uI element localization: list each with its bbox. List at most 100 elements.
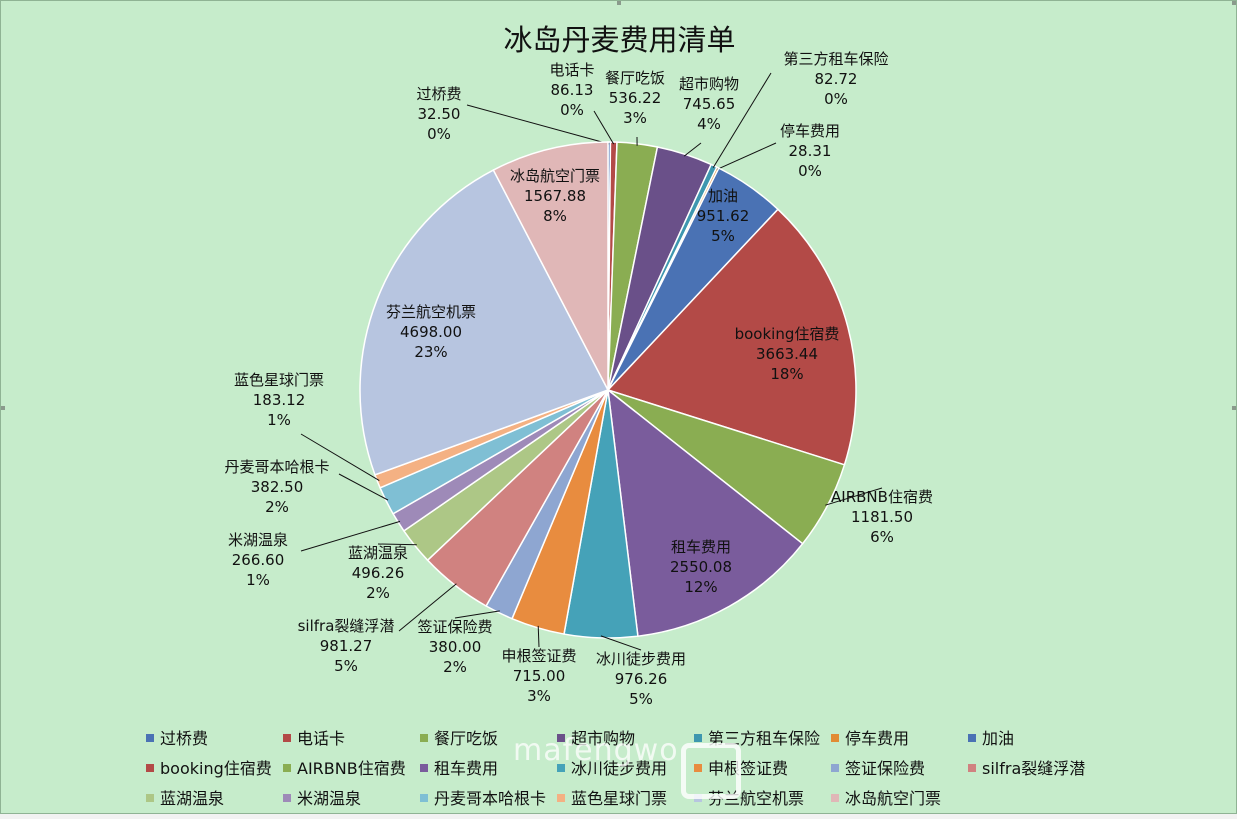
pie-slice[interactable] bbox=[492, 141, 609, 391]
leader-line bbox=[398, 583, 457, 632]
data-label-percent: 5% bbox=[711, 227, 735, 245]
legend-swatch bbox=[283, 733, 291, 742]
data-label-percent: 3% bbox=[527, 687, 551, 705]
legend-swatch bbox=[831, 763, 839, 772]
legend-item[interactable]: 丹麦哥本哈根卡 bbox=[420, 785, 546, 809]
legend-label: 加油 bbox=[982, 729, 1015, 748]
data-label-name: 芬兰航空机票 bbox=[386, 303, 476, 321]
legend-swatch bbox=[968, 733, 976, 742]
legend-item[interactable]: 申根签证费 bbox=[694, 755, 788, 779]
watermark-text: mafengwo bbox=[513, 733, 679, 768]
data-label-percent: 8% bbox=[543, 207, 567, 225]
data-label-value: 1181.50 bbox=[851, 508, 913, 526]
data-label-name: 申根签证费 bbox=[501, 647, 576, 665]
leader-line bbox=[825, 487, 883, 506]
legend-item[interactable]: 超市购物 bbox=[557, 725, 635, 749]
chart-title: 冰岛丹麦费用清单 bbox=[503, 23, 736, 57]
legend-label: booking住宿费 bbox=[160, 759, 272, 778]
legend-label: 米湖温泉 bbox=[297, 789, 362, 808]
data-label-name: booking住宿费 bbox=[735, 325, 840, 343]
leader-line bbox=[716, 142, 777, 170]
data-label-percent: 2% bbox=[443, 658, 467, 676]
legend-swatch bbox=[420, 793, 428, 802]
legend-swatch bbox=[420, 733, 428, 742]
legend-item[interactable]: 冰川徒步费用 bbox=[557, 755, 667, 779]
data-label-value: 32.50 bbox=[418, 105, 461, 123]
legend-item[interactable]: 餐厅吃饭 bbox=[420, 725, 498, 749]
leader-line bbox=[537, 625, 540, 648]
legend-item[interactable]: 停车费用 bbox=[831, 725, 909, 749]
data-label-percent: 5% bbox=[629, 690, 653, 708]
data-label-value: 86.13 bbox=[551, 81, 594, 99]
data-label-value: 3663.44 bbox=[756, 345, 818, 363]
legend-swatch bbox=[557, 763, 565, 772]
legend-swatch bbox=[146, 793, 154, 802]
data-label-percent: 5% bbox=[334, 657, 358, 675]
legend-label: 超市购物 bbox=[571, 729, 636, 748]
data-label-value: 380.00 bbox=[429, 638, 482, 656]
legend-item[interactable]: 米湖温泉 bbox=[283, 785, 361, 809]
data-label-percent: 1% bbox=[246, 571, 270, 589]
legend-item[interactable]: 电话卡 bbox=[283, 725, 345, 749]
legend-label: 申根签证费 bbox=[708, 759, 789, 778]
pie-slice[interactable] bbox=[359, 169, 610, 476]
legend-item[interactable]: silfra裂缝浮潜 bbox=[968, 755, 1085, 779]
data-label-value: 745.65 bbox=[683, 95, 736, 113]
data-label-percent: 23% bbox=[414, 343, 447, 361]
legend-label: 租车费用 bbox=[434, 759, 499, 778]
leader-line bbox=[593, 110, 615, 145]
pie-slice[interactable] bbox=[607, 388, 804, 638]
data-label-name: 第三方租车保险 bbox=[783, 50, 888, 68]
pie-slice[interactable] bbox=[606, 208, 857, 466]
data-label-name: 冰岛航空门票 bbox=[510, 167, 600, 185]
leader-line bbox=[300, 433, 380, 482]
legend-item[interactable]: booking住宿费 bbox=[146, 755, 272, 779]
data-label-percent: 2% bbox=[366, 584, 390, 602]
legend-item[interactable]: 冰岛航空门票 bbox=[831, 785, 941, 809]
legend-swatch bbox=[146, 763, 154, 772]
leader-line bbox=[300, 520, 401, 552]
data-label-value: 4698.00 bbox=[400, 323, 462, 341]
data-label-name: 过桥费 bbox=[416, 85, 461, 103]
legend-item[interactable]: 蓝湖温泉 bbox=[146, 785, 224, 809]
data-label-value: 28.31 bbox=[789, 142, 832, 160]
data-label-value: 183.12 bbox=[253, 391, 306, 409]
legend-item[interactable]: AIRBNB住宿费 bbox=[283, 755, 406, 779]
data-label-value: 382.50 bbox=[251, 478, 304, 496]
data-label-value: 1567.88 bbox=[524, 187, 586, 205]
resize-handle-top[interactable] bbox=[617, 1, 621, 5]
data-label-percent: 1% bbox=[267, 411, 291, 429]
data-label-name: 租车费用 bbox=[671, 538, 731, 556]
legend-item[interactable]: 蓝色星球门票 bbox=[557, 785, 667, 809]
legend-swatch bbox=[831, 733, 839, 742]
legend-item[interactable]: 签证保险费 bbox=[831, 755, 925, 779]
legend-label: 电话卡 bbox=[297, 729, 346, 748]
legend-label: 蓝色星球门票 bbox=[571, 789, 668, 808]
legend-item[interactable]: 加油 bbox=[968, 725, 1014, 749]
leader-line bbox=[454, 610, 500, 619]
legend-item[interactable]: 过桥费 bbox=[146, 725, 208, 749]
data-label-percent: 0% bbox=[798, 162, 822, 180]
resize-handle-right[interactable] bbox=[1232, 406, 1236, 410]
data-label-percent: 3% bbox=[623, 109, 647, 127]
legend-label: silfra裂缝浮潜 bbox=[982, 759, 1086, 778]
data-label-name: 冰川徒步费用 bbox=[596, 650, 686, 668]
data-label-value: 976.26 bbox=[615, 670, 668, 688]
data-label-name: 丹麦哥本哈根卡 bbox=[224, 458, 329, 476]
legend-label: 餐厅吃饭 bbox=[434, 729, 499, 748]
legend-label: 冰川徒步费用 bbox=[571, 759, 668, 778]
legend-swatch bbox=[831, 793, 839, 802]
legend-swatch bbox=[694, 763, 702, 772]
data-label-percent: 0% bbox=[427, 125, 451, 143]
legend-item[interactable]: 租车费用 bbox=[420, 755, 498, 779]
data-label-value: 981.27 bbox=[320, 637, 373, 655]
leader-line bbox=[466, 104, 610, 145]
data-label-name: 停车费用 bbox=[780, 122, 840, 140]
legend-swatch bbox=[968, 763, 976, 772]
legend-label: 签证保险费 bbox=[845, 759, 926, 778]
resize-handle-top-right[interactable] bbox=[1232, 1, 1236, 5]
data-label-name: 超市购物 bbox=[679, 75, 739, 93]
resize-handle-left[interactable] bbox=[1, 406, 5, 410]
